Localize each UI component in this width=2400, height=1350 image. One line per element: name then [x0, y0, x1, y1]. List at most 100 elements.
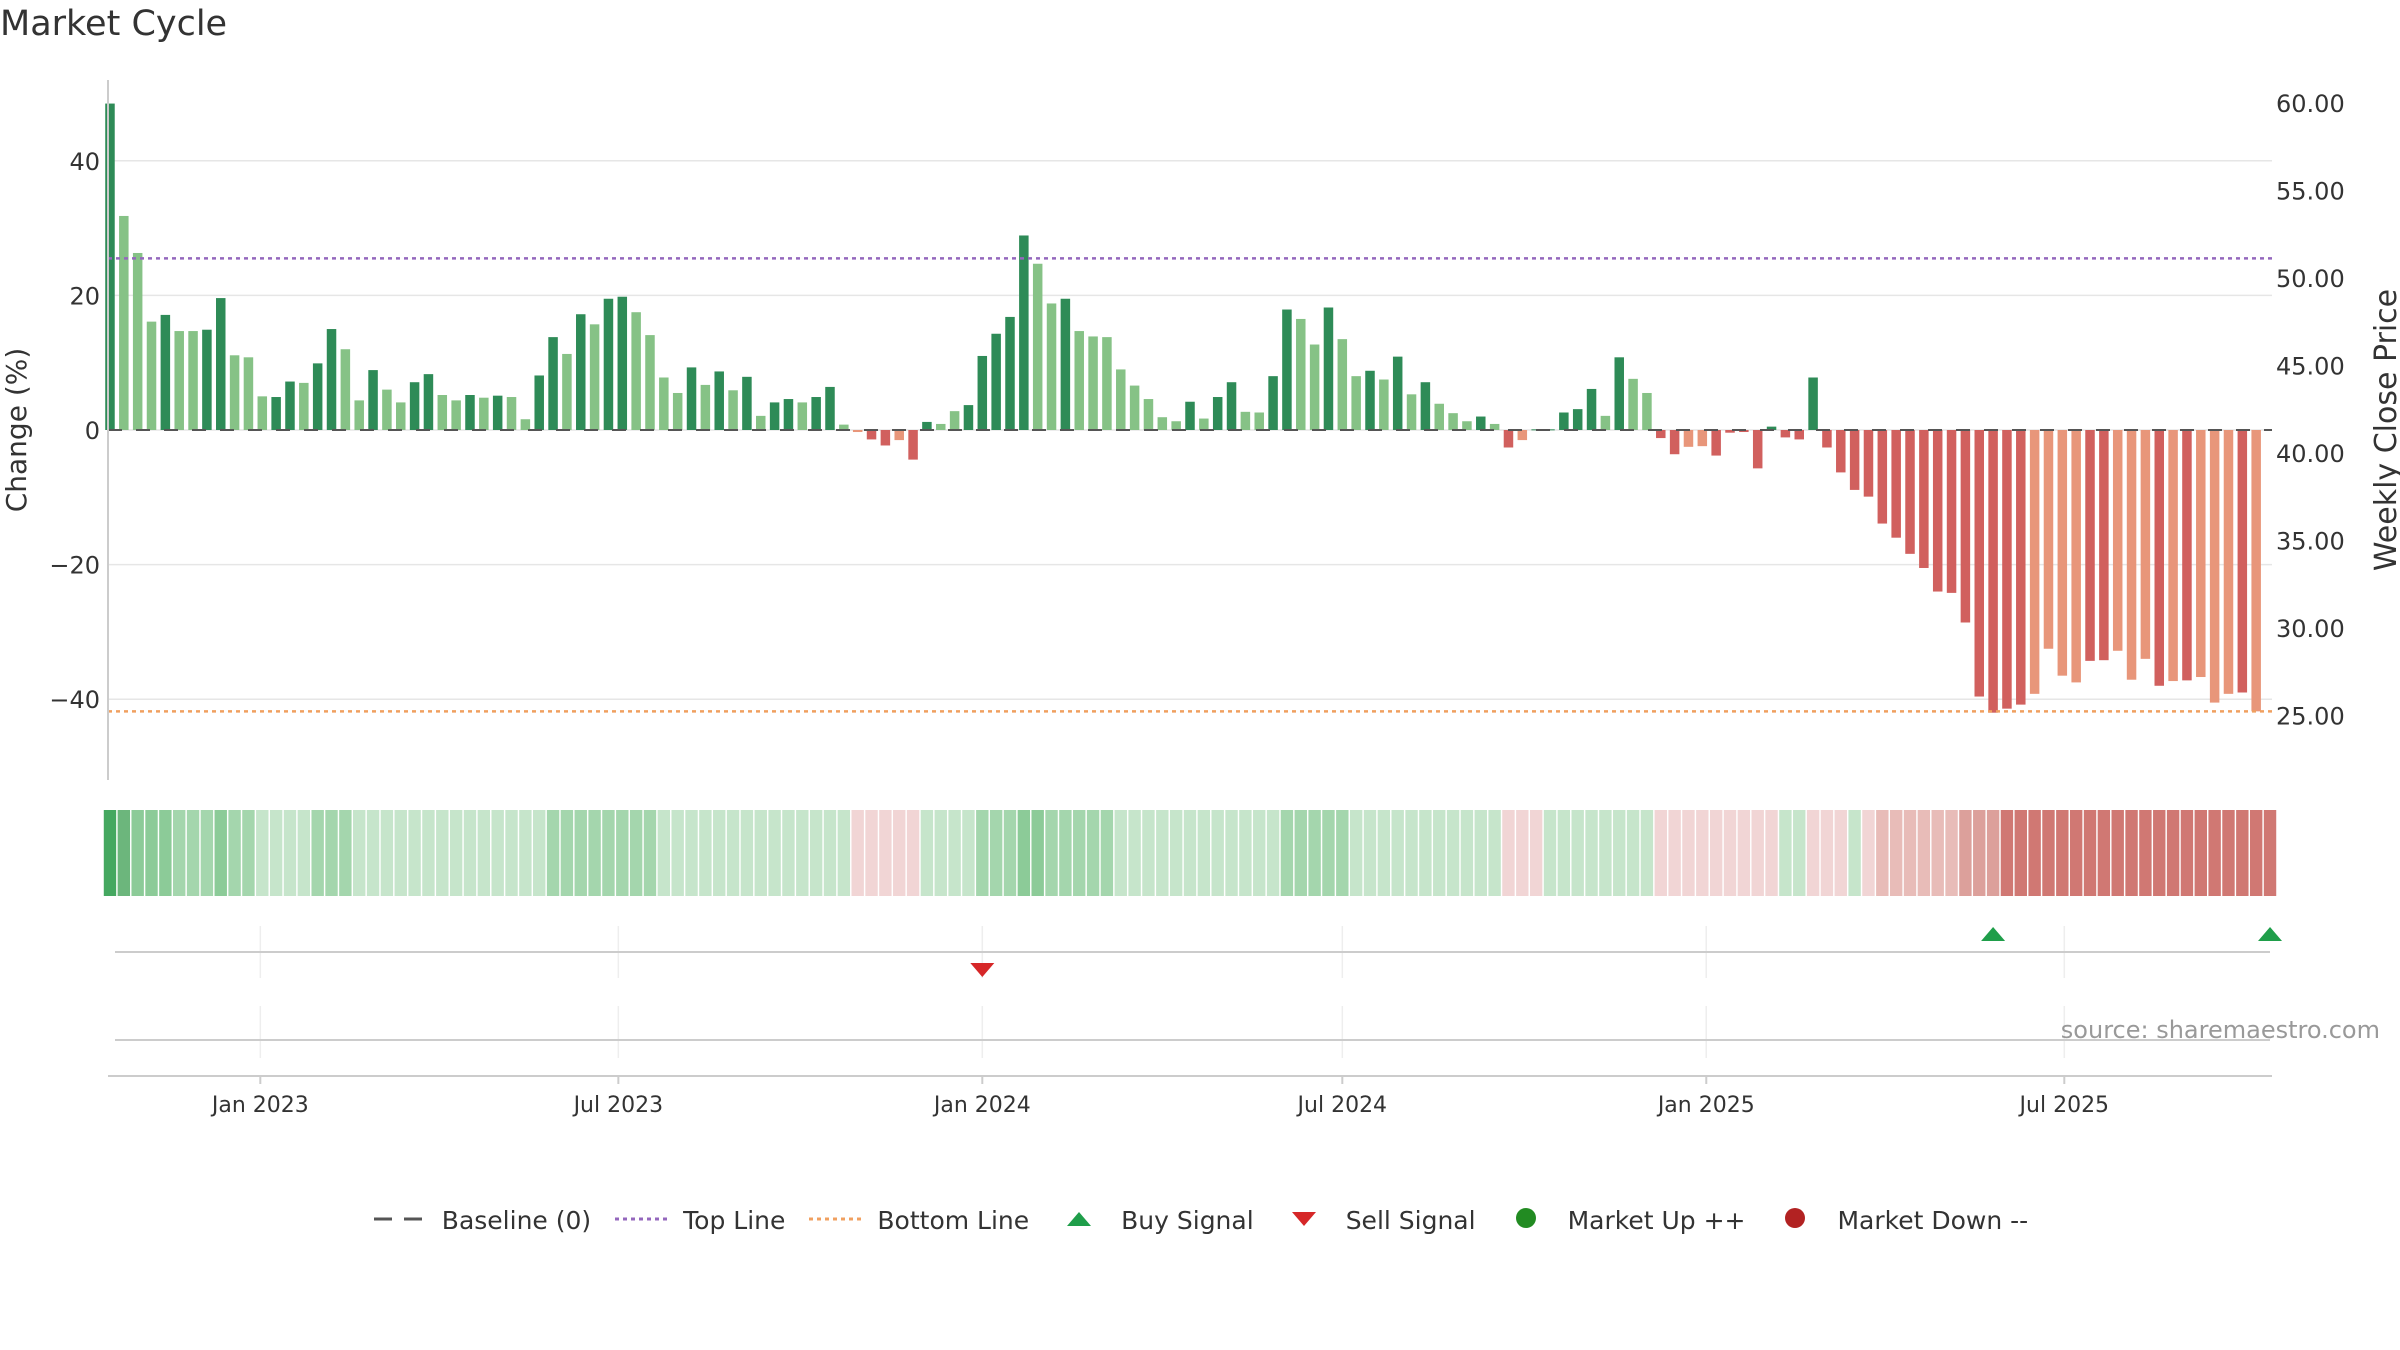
cycle-cell — [1280, 810, 1294, 896]
bar — [1711, 430, 1721, 456]
cycle-cell — [1502, 810, 1515, 896]
cycle-cell — [1709, 810, 1723, 896]
x-tick-label: Jul 2023 — [572, 1093, 664, 1118]
cycle-cell — [1474, 810, 1487, 896]
bar — [1476, 416, 1486, 430]
cycle-cell — [865, 810, 878, 896]
cycle-cell — [2236, 810, 2249, 896]
cycle-cell — [1211, 810, 1224, 896]
cycle-cell — [906, 810, 920, 896]
cycle-cell — [1959, 810, 1972, 896]
bar — [1822, 430, 1832, 448]
cycle-cell — [1931, 810, 1944, 896]
cycle-cell — [1405, 810, 1418, 896]
bar — [783, 399, 794, 430]
cycle-cell — [1045, 810, 1058, 896]
bar — [1905, 430, 1915, 554]
bar — [409, 382, 420, 430]
cycle-cell — [2222, 810, 2235, 896]
y-axis-label: Change (%) — [0, 348, 33, 513]
y-tick-label: 40 — [69, 148, 100, 176]
bar — [603, 298, 614, 430]
bar — [1614, 357, 1624, 430]
cycle-cell — [200, 810, 214, 896]
bar — [465, 395, 475, 430]
cycle-cell — [1696, 810, 1709, 896]
cycle-cell — [228, 810, 241, 896]
cycle-cell — [2097, 810, 2111, 896]
sell-signal-marker — [970, 963, 995, 977]
cycle-cell — [366, 810, 380, 896]
cycle-cell — [657, 810, 671, 896]
bar — [1392, 356, 1403, 430]
cycle-cell — [1876, 810, 1889, 896]
cycle-cell — [505, 810, 518, 896]
y2-tick-label: 30.00 — [2276, 615, 2345, 643]
cycle-cell — [823, 810, 837, 896]
legend-label: Market Up ++ — [1567, 1206, 1746, 1235]
bar — [728, 390, 738, 430]
cycle-cell — [1779, 810, 1792, 896]
cycle-cell — [1571, 810, 1584, 896]
cycle-cell — [1488, 810, 1501, 896]
bar — [1005, 316, 1015, 430]
y2-tick-label: 35.00 — [2276, 527, 2345, 555]
cycle-cell — [2083, 810, 2097, 896]
cycle-cell — [1322, 810, 1335, 896]
cycle-cell — [796, 810, 809, 896]
cycle-cell — [1529, 810, 1543, 896]
bar — [1586, 388, 1597, 430]
x-tick-label: Jul 2024 — [1296, 1093, 1388, 1118]
bar — [1116, 369, 1126, 430]
cycle-cell — [1668, 810, 1681, 896]
cycle-cell — [809, 810, 823, 896]
bar — [2168, 430, 2178, 682]
x-axis-layer: Jan 2023 Jul 2023 Jan 2024 Jul 2024 Jan 2025… — [108, 1075, 2272, 1118]
bar — [852, 430, 863, 433]
cycle-cell — [297, 810, 311, 896]
cycle-cell — [1433, 810, 1446, 896]
cycle-cell — [422, 810, 435, 896]
cycle-cell — [1848, 810, 1861, 896]
y2-tick-label: 55.00 — [2276, 177, 2345, 205]
bar — [880, 430, 891, 446]
bar — [1919, 430, 1929, 568]
bar — [423, 374, 434, 430]
bar — [215, 298, 226, 430]
cycle-cell — [1156, 810, 1169, 896]
bar — [2223, 430, 2234, 694]
cycle-cell — [754, 810, 767, 896]
bar — [576, 314, 586, 430]
bar — [243, 357, 254, 430]
legend-item-market-down: Market Down -- — [1767, 1206, 2028, 1235]
cycle-cell — [1793, 810, 1806, 896]
cycle-cell — [574, 810, 587, 896]
legend-item-buy: Buy Signal — [1051, 1206, 1254, 1235]
bar — [866, 430, 877, 440]
legend-label: Buy Signal — [1121, 1206, 1254, 1235]
bar — [285, 381, 295, 430]
x-tick-label: Jan 2024 — [932, 1093, 1031, 1118]
bar — [2002, 430, 2012, 709]
cycle-cell — [1363, 810, 1377, 896]
bar — [908, 430, 918, 460]
y-tick-label: −20 — [49, 552, 100, 580]
cycle-cell — [616, 810, 629, 896]
cycle-cell — [533, 810, 546, 896]
cycle-cell — [2000, 810, 2014, 896]
bar — [1739, 430, 1749, 433]
cycle-cell — [643, 810, 657, 896]
bar — [1406, 394, 1417, 430]
cycle-cell — [1599, 810, 1612, 896]
legend-label: Bottom Line — [877, 1206, 1030, 1235]
bar — [2209, 430, 2220, 703]
cycle-cell — [1100, 810, 1114, 896]
cycle-cell — [1613, 810, 1626, 896]
bar — [1282, 309, 1292, 430]
cycle-cell — [546, 810, 560, 896]
cycle-cell — [1031, 810, 1044, 896]
bar — [1199, 418, 1209, 430]
bar — [1323, 307, 1334, 430]
bar — [1725, 430, 1735, 433]
